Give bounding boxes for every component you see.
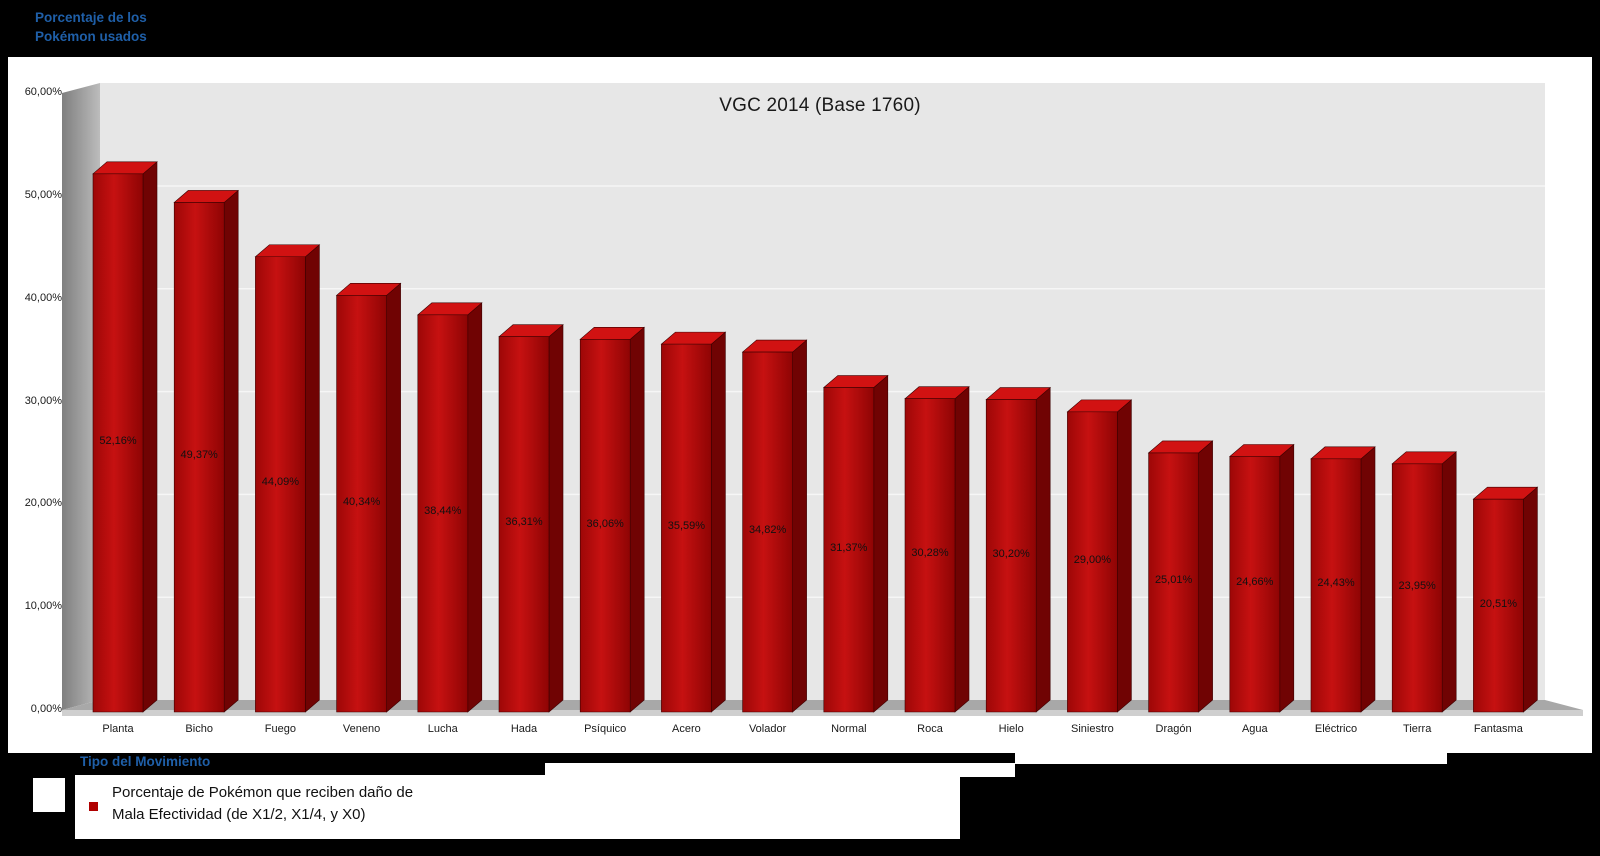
y-tick-label: 30,00%: [24, 394, 62, 407]
bar-value-label: 44,09%: [261, 476, 300, 489]
y-axis-title-line2: Pokémon usados: [35, 29, 147, 44]
category-label: Hielo: [998, 723, 1024, 735]
bar-value-label: 40,34%: [342, 495, 381, 508]
category-label: Psíquico: [584, 723, 627, 735]
y-tick-label: 40,00%: [24, 291, 62, 304]
legend-text-line1: Porcentaje de Pokémon que reciben daño d…: [112, 784, 414, 801]
bar-value-label: 52,16%: [99, 434, 137, 447]
bar-value-label: 36,31%: [505, 516, 543, 529]
category-label: Veneno: [342, 723, 381, 735]
category-label: Normal: [831, 723, 867, 735]
y-axis-title-line1: Porcentaje de los: [35, 10, 147, 25]
category-label: Fuego: [264, 723, 296, 735]
y-tick-label: 20,00%: [24, 497, 62, 510]
white-patch: [33, 778, 65, 812]
y-tick-label: 10,00%: [24, 600, 62, 613]
bar-value-label: 24,43%: [1317, 577, 1355, 590]
category-label: Siniestro: [1070, 723, 1114, 735]
chart-title: VGC 2014 (Base 1760): [719, 95, 921, 116]
category-label: Dragón: [1155, 723, 1192, 735]
bar-value-label: 36,06%: [586, 517, 624, 530]
y-tick-label: 60,00%: [24, 86, 62, 99]
bar-value-label: 24,66%: [1236, 576, 1274, 589]
legend-box: Porcentaje de Pokémon que reciben daño d…: [75, 775, 960, 839]
category-label: Roca: [917, 723, 943, 735]
bar-value-label: 29,00%: [1073, 553, 1112, 566]
bar-value-label: 30,20%: [992, 547, 1030, 560]
category-label: Bicho: [185, 723, 213, 735]
y-tick-label: 50,00%: [24, 189, 62, 201]
white-patch: [1015, 753, 1447, 764]
bar-value-label: 38,44%: [424, 505, 462, 518]
category-label: Tierra: [1403, 723, 1432, 735]
category-label: Eléctrico: [1314, 723, 1358, 735]
bar-value-label: 25,01%: [1154, 574, 1193, 587]
bar-value-label: 20,51%: [1479, 597, 1518, 610]
category-label: Planta: [102, 723, 134, 735]
bar-value-label: 30,28%: [911, 547, 949, 560]
chart-background: [8, 57, 1592, 753]
bar-value-label: 34,82%: [748, 524, 787, 537]
bar-value-label: 23,95%: [1398, 579, 1436, 592]
white-patch: [545, 763, 1015, 777]
category-label: Agua: [1241, 723, 1268, 735]
legend-marker-icon: [89, 802, 98, 811]
bar-value-label: 49,37%: [180, 449, 218, 462]
category-label: Hada: [510, 723, 538, 735]
y-tick-label: 0,00%: [30, 703, 62, 715]
x-axis-title: Tipo del Movimiento: [80, 754, 211, 769]
category-label: Fantasma: [1473, 723, 1523, 735]
bar-value-label: 35,59%: [667, 520, 706, 533]
legend-text-line2: Mala Efectividad (de X1/2, X1/4, y X0): [112, 806, 366, 823]
category-label: Volador: [748, 723, 787, 735]
category-label: Lucha: [427, 723, 458, 735]
category-label: Acero: [672, 723, 701, 735]
y-axis-title: Porcentaje de los Pokémon usados: [35, 8, 147, 46]
bar-value-label: 31,37%: [830, 541, 868, 554]
legend-text: Porcentaje de Pokémon que reciben daño d…: [112, 782, 413, 826]
